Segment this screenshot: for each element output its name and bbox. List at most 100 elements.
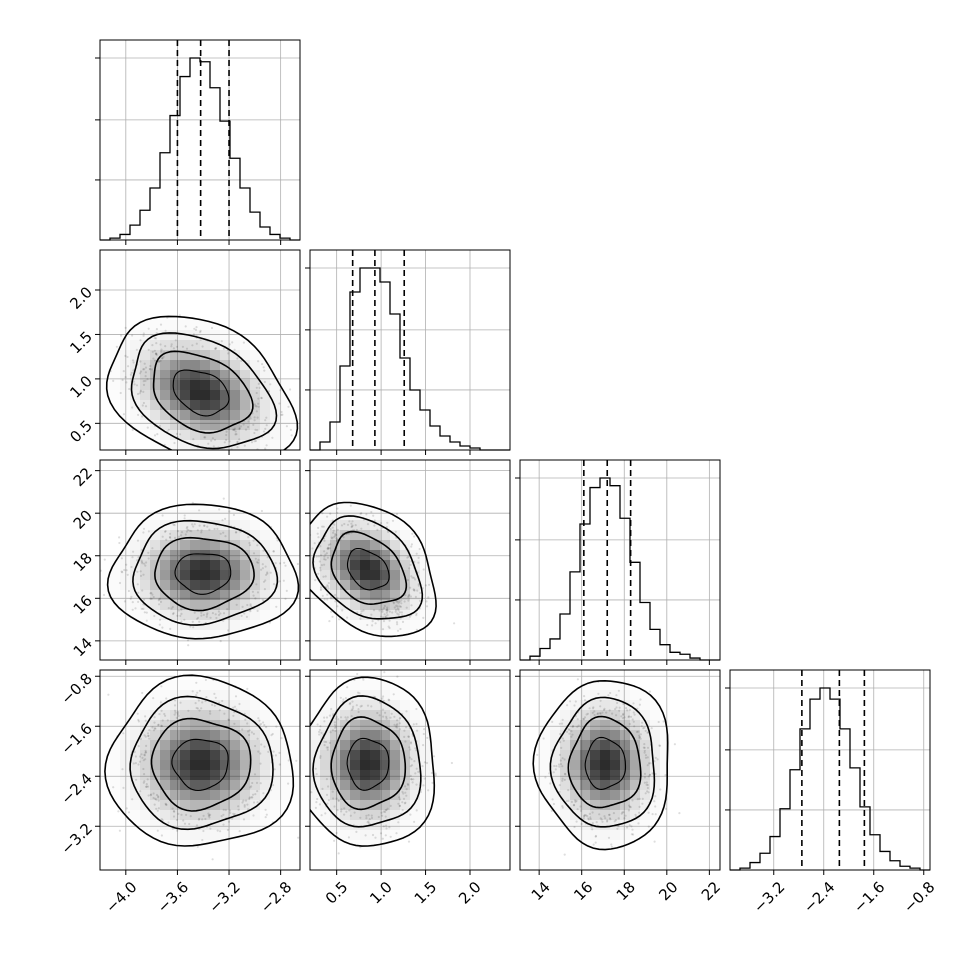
scatter-point	[151, 593, 154, 596]
scatter-point	[141, 404, 144, 407]
density-cell	[340, 530, 350, 540]
density-cell	[200, 700, 210, 710]
scatter-point	[332, 536, 335, 539]
density-cell	[170, 620, 180, 630]
density-cell	[340, 730, 350, 740]
scatter-point	[323, 550, 326, 553]
scatter-point	[155, 807, 158, 810]
scatter-point	[409, 748, 412, 751]
scatter-point	[256, 737, 259, 740]
density-cell	[160, 320, 170, 330]
density-cell	[340, 740, 350, 750]
density-cell	[180, 600, 190, 610]
density-cell	[230, 380, 240, 390]
scatter-point	[148, 737, 151, 740]
density-cell	[140, 740, 150, 750]
scatter-point	[248, 796, 251, 799]
density-cell	[170, 680, 180, 690]
scatter-point	[191, 501, 194, 504]
density-cell	[200, 760, 210, 770]
density-cell	[200, 810, 210, 820]
density-cell	[250, 550, 260, 560]
scatter-point	[608, 813, 611, 816]
density-cell	[380, 720, 390, 730]
density-cell	[150, 400, 160, 410]
density-cell	[170, 380, 180, 390]
scatter-point	[147, 551, 150, 554]
density-cell	[210, 390, 220, 400]
density-cell	[110, 780, 120, 790]
scatter-point	[593, 710, 596, 713]
scatter-point	[326, 515, 329, 518]
scatter-point	[238, 702, 241, 706]
scatter-point	[173, 536, 177, 540]
scatter-point	[640, 725, 643, 728]
scatter-point	[211, 437, 214, 440]
scatter-point	[170, 345, 173, 348]
scatter-point	[233, 813, 236, 816]
scatter-point	[336, 538, 339, 541]
scatter-point	[191, 620, 194, 623]
density-cell	[590, 810, 600, 820]
density-cell	[390, 570, 400, 580]
density-cell	[260, 760, 270, 770]
density-cell	[280, 560, 290, 570]
density-cell	[260, 750, 270, 760]
density-cell	[250, 380, 260, 390]
scatter-point	[160, 709, 163, 712]
scatter-point	[330, 707, 333, 711]
scatter-point	[558, 722, 561, 725]
scatter-point	[265, 573, 268, 577]
scatter-point	[318, 560, 321, 563]
density-cell	[250, 790, 260, 800]
density-cell	[560, 740, 570, 750]
scatter-point	[615, 714, 618, 717]
scatter-point	[262, 430, 266, 433]
scatter-point	[164, 714, 167, 717]
density-cell	[410, 720, 420, 730]
scatter-point	[399, 605, 402, 608]
scatter-point	[602, 708, 606, 712]
density-cell	[130, 730, 140, 740]
density-cell	[590, 710, 600, 720]
scatter-point	[327, 799, 330, 802]
scatter-point	[330, 610, 333, 613]
scatter-point	[644, 756, 648, 759]
density-cell	[340, 580, 350, 590]
scatter-point	[399, 617, 402, 620]
scatter-point	[409, 813, 412, 816]
scatter-point	[146, 785, 150, 788]
scatter-point	[323, 555, 326, 558]
density-cell	[160, 350, 170, 360]
density-cell	[550, 770, 560, 780]
density-cell	[120, 530, 130, 540]
scatter-point	[235, 531, 238, 534]
density-cell	[420, 790, 430, 800]
density-cell	[600, 770, 610, 780]
scatter-point	[397, 601, 400, 604]
density-cell	[140, 560, 150, 570]
density-cell	[340, 690, 350, 700]
scatter-point	[149, 368, 152, 371]
scatter-point	[183, 517, 186, 520]
scatter-point	[327, 546, 330, 549]
scatter-point	[324, 812, 327, 815]
density-cell	[590, 740, 600, 750]
scatter-point	[398, 611, 402, 614]
scatter-point	[161, 626, 164, 629]
density-cell	[280, 590, 290, 600]
scatter-point	[647, 811, 650, 814]
scatter-point	[638, 703, 642, 706]
density-cell	[220, 740, 230, 750]
scatter-point	[333, 721, 337, 724]
density-cell	[230, 740, 240, 750]
scatter-point	[395, 513, 399, 516]
density-cell	[340, 830, 350, 840]
scatter-point	[417, 556, 420, 560]
scatter-point	[593, 713, 596, 717]
density-cell	[390, 720, 400, 730]
density-cell	[230, 800, 240, 810]
density-cell	[410, 730, 420, 740]
density-cell	[630, 800, 640, 810]
scatter-point	[239, 425, 243, 428]
